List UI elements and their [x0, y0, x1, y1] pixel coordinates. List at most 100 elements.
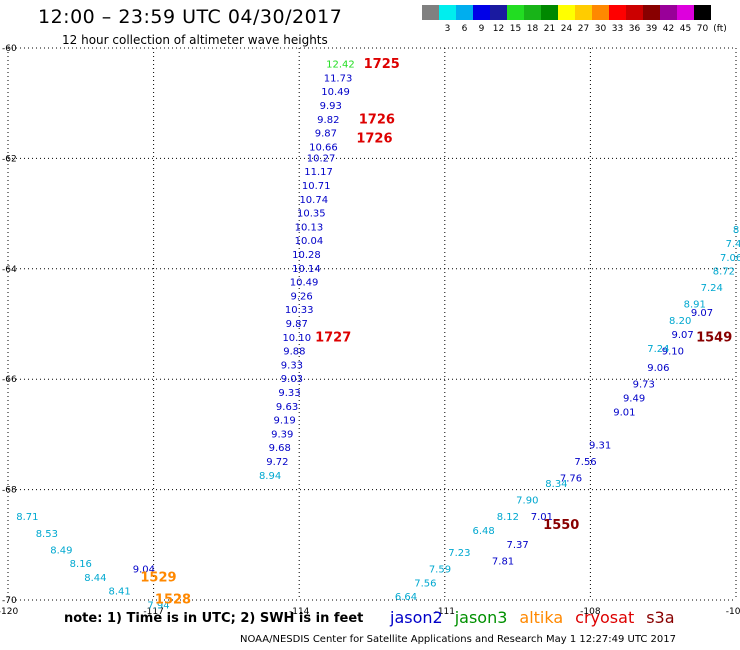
wave-height-point: 9.33 [281, 360, 303, 371]
wave-height-point: 9.63 [276, 402, 298, 413]
scale-label: 18 [526, 24, 539, 34]
wave-height-point: 10.49 [321, 87, 350, 98]
time-label: 1529 [140, 570, 176, 585]
x-tick-label: -108 [580, 607, 601, 617]
wave-height-point: 9.72 [266, 457, 288, 468]
wave-height-point: 9.10 [662, 347, 684, 358]
wave-height-point: 9.31 [589, 440, 611, 451]
scale-swatch [456, 5, 473, 20]
wave-height-point: 8 [733, 225, 739, 236]
time-label: 1725 [364, 57, 400, 72]
time-label: 1726 [356, 132, 392, 147]
scale-label: 39 [645, 24, 658, 34]
wave-height-point: 11.17 [304, 167, 333, 178]
wave-height-point: 9.03 [281, 374, 303, 385]
wave-height-point: 10.66 [309, 142, 338, 153]
wave-height-point: 10.33 [285, 305, 314, 316]
wave-height-point: 9.07 [671, 330, 693, 341]
credit-line: NOAA/NESDIS Center for Satellite Applica… [240, 634, 676, 645]
wave-height-point: 7.4 [726, 239, 740, 250]
wave-height-point: 7.94 [147, 601, 169, 612]
scale-swatch [660, 5, 677, 20]
footer-note: note: 1) Time is in UTC; 2) SWH is in fe… [64, 611, 364, 626]
scale-label: 36 [628, 24, 641, 34]
satellite-legend-item: cryosat [575, 608, 635, 627]
wave-height-point: 8.91 [684, 300, 706, 311]
wave-height-point: 9.82 [317, 115, 339, 126]
scale-swatch [643, 5, 660, 20]
y-tick-label: -68 [2, 486, 17, 496]
scale-swatch [558, 5, 575, 20]
wave-height-point: 7.59 [429, 565, 451, 576]
scale-swatch [490, 5, 507, 20]
wave-height-point: 9.26 [290, 291, 312, 302]
scale-label: 27 [577, 24, 590, 34]
scale-label: 33 [611, 24, 624, 34]
y-tick-label: -64 [2, 265, 17, 275]
scale-label: 30 [594, 24, 607, 34]
wave-height-point: 9.68 [269, 443, 291, 454]
wave-height-point: 7.76 [560, 474, 582, 485]
wave-height-point: 9.88 [283, 347, 305, 358]
scale-swatch [609, 5, 626, 20]
wave-height-point: 10.13 [295, 222, 324, 233]
scale-label: 70 [696, 24, 709, 34]
scale-label: 9 [478, 24, 485, 34]
wave-height-point: 8.49 [50, 545, 72, 556]
time-label: 1727 [315, 330, 351, 345]
scale-swatch [541, 5, 558, 20]
y-tick-label: -60 [2, 44, 17, 54]
wave-height-point: 9.07 [691, 308, 713, 319]
time-label: 1528 [155, 593, 191, 608]
satellite-legend-item: jason2 [390, 608, 443, 627]
wave-height-point: 8.34 [545, 479, 567, 490]
wave-height-point: 9.49 [623, 394, 645, 405]
scale-swatch [694, 5, 711, 20]
wave-height-point: 10.35 [297, 209, 326, 220]
scale-label: 6 [461, 24, 468, 34]
wave-height-point: 7.56 [414, 578, 436, 589]
chart-subtitle: 12 hour collection of altimeter wave hei… [62, 33, 328, 47]
time-label: 1549 [696, 330, 732, 345]
scale-swatch [626, 5, 643, 20]
wave-height-point: 10.74 [299, 195, 328, 206]
wave-height-point: 8.44 [84, 573, 106, 584]
scale-label: 42 [662, 24, 675, 34]
wave-height-point: 10.49 [290, 278, 319, 289]
wave-height-point: 10.27 [307, 153, 336, 164]
wave-height-point: 8.71 [16, 512, 38, 523]
wave-height-point: 9.04 [133, 565, 155, 576]
wave-height-point: 9.33 [278, 388, 300, 399]
scale-swatch [524, 5, 541, 20]
wave-height-point: 8.12 [497, 512, 519, 523]
x-tick-label: -105 [726, 607, 740, 617]
scale-swatch [507, 5, 524, 20]
wave-height-point: 9.73 [633, 380, 655, 391]
scale-label: 21 [543, 24, 556, 34]
scale-swatch [422, 5, 439, 20]
wave-height-point: 9.87 [286, 319, 308, 330]
wave-height-point: 7.23 [448, 548, 470, 559]
x-tick-label: -117 [143, 607, 163, 617]
x-tick-label: -120 [0, 607, 18, 617]
time-label: 1726 [359, 112, 395, 127]
scale-swatch [473, 5, 490, 20]
scale-label: 12 [492, 24, 505, 34]
wave-height-point: 8.94 [259, 471, 281, 482]
satellite-legend-item: altika [519, 608, 564, 627]
wave-height-point: 10.14 [292, 264, 321, 275]
wave-height-point: 10.10 [282, 333, 311, 344]
wave-height-point: 7.90 [516, 496, 538, 507]
wave-height-point: 8.16 [70, 559, 92, 570]
wave-height-point: 8.53 [36, 529, 58, 540]
wave-height-point: 7.56 [574, 457, 596, 468]
scale-label: 45 [679, 24, 692, 34]
scale-swatch [592, 5, 609, 20]
y-tick-label: -66 [2, 375, 17, 385]
wave-height-point: 7.24 [647, 344, 669, 355]
scale-swatch [575, 5, 592, 20]
wave-height-point: 6.48 [472, 526, 494, 537]
x-tick-label: -111 [435, 607, 455, 617]
satellite-legend-item: jason3 [454, 608, 508, 627]
wave-height-point: 10.04 [295, 236, 324, 247]
